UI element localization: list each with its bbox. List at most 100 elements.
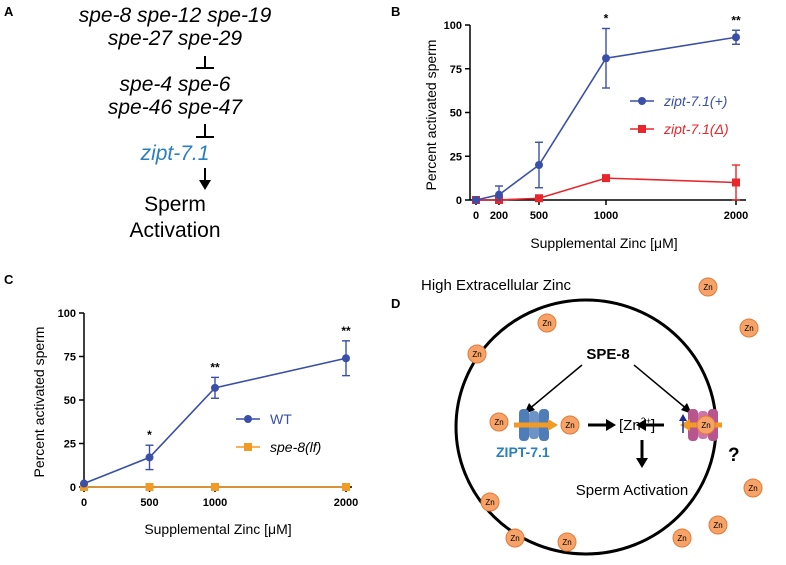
zipt-7.1-transporter-label: ZIPT-7.1 (496, 444, 550, 460)
legend-label: zipt-7.1(+) (663, 93, 727, 109)
inhibition-arrow-2 (196, 124, 214, 138)
zipt-gene-label: zipt-7.1 (140, 142, 210, 165)
y-tick-label: 25 (64, 439, 76, 451)
x-tick-label: 1000 (594, 210, 618, 222)
data-point (732, 33, 740, 42)
y-tick-label: 100 (444, 20, 462, 32)
panel-label-c: C (4, 272, 14, 287)
x-tick-label: 1000 (203, 497, 227, 509)
x-tick-label: 0 (473, 210, 479, 222)
zinc-ion-icon: Zn (489, 412, 509, 432)
svg-text:Zn: Zn (494, 418, 503, 427)
y-axis-label: Percent activated sperm (423, 40, 439, 191)
y-tick-label: 0 (70, 482, 76, 494)
data-point (495, 190, 503, 199)
efflux-arrow (636, 419, 664, 431)
pathway-arrows (196, 56, 214, 190)
middle-genes-line-2: spe-46 spe-47 (107, 96, 243, 119)
zinc-increase-arrow-icon (679, 414, 687, 433)
zipt-7.1-transporter (514, 409, 558, 441)
zinc-ion-icon: Zn (743, 478, 763, 498)
significance-marker: * (604, 12, 609, 26)
data-point (211, 383, 219, 392)
outcome-line-1: Sperm (144, 193, 206, 216)
y-tick-label: 25 (450, 151, 462, 163)
zinc-ion-icon: Zn (557, 532, 577, 552)
x-axis-label: Supplemental Zinc [μM] (530, 235, 677, 251)
svg-text:Zn: Zn (713, 521, 722, 530)
panel-label-a: A (4, 4, 14, 19)
x-tick-label: 2000 (724, 210, 748, 222)
x-axis-label: Supplemental Zinc [μM] (144, 521, 291, 537)
y-tick-label: 50 (450, 108, 462, 120)
intracellular-zinc-label: [Zn2+] (619, 416, 655, 434)
legend-marker (244, 443, 252, 451)
spe8-arrows (524, 364, 692, 414)
svg-text:Zn: Zn (562, 538, 571, 547)
zinc-ion-icon: Zn (672, 528, 692, 548)
data-point (80, 479, 88, 488)
zinc-ion-icon: Zn (708, 515, 728, 535)
zinc-diagram: High Extracellular Zinc SPE-8 ZIPT-7.1 ?… (421, 277, 763, 556)
chart-c: Percent activated sperm Supplemental Zin… (31, 308, 358, 537)
data-point (472, 196, 480, 204)
legend-label: spe-8(lf) (270, 439, 321, 455)
data-point (732, 178, 740, 187)
svg-text:Zn: Zn (748, 484, 757, 493)
upstream-genes-line-1: spe-8 spe-12 spe-19 (78, 4, 272, 27)
data-point (211, 483, 219, 491)
legend-marker (638, 97, 646, 105)
panel-label-d: D (391, 296, 401, 311)
upstream-genes-line-2: spe-27 spe-29 (107, 27, 243, 50)
zinc-ion-icon: Zn (560, 415, 580, 435)
zinc-ion-icon: Zn (505, 528, 525, 548)
svg-text:Zn: Zn (703, 283, 712, 292)
y-tick-label: 75 (64, 352, 76, 364)
significance-marker: * (147, 428, 152, 442)
y-tick-label: 100 (58, 308, 76, 320)
significance-marker: ** (731, 13, 741, 27)
data-point (602, 174, 610, 183)
data-point (535, 161, 543, 169)
series-line (83, 357, 347, 485)
svg-text:Zn: Zn (485, 498, 494, 507)
svg-text:Zn: Zn (510, 534, 519, 543)
sperm-activation-label: Sperm Activation (576, 482, 689, 499)
data-point (602, 54, 610, 63)
y-tick-label: 0 (456, 195, 462, 207)
zinc-ion-icon: Zn (698, 277, 718, 297)
zinc-ion-icon: Zn (696, 415, 716, 435)
data-point (535, 194, 543, 203)
spe8-label: SPE-8 (586, 346, 629, 363)
svg-text:Zn: Zn (701, 421, 710, 430)
svg-text:Zn: Zn (542, 319, 551, 328)
svg-text:Zn: Zn (565, 421, 574, 430)
data-point (342, 483, 350, 491)
influx-arrow (588, 419, 616, 431)
x-tick-label: 0 (81, 497, 87, 509)
outcome-line-2: Activation (129, 219, 221, 242)
chart-b: Percent activated sperm Supplemental Zin… (423, 12, 748, 252)
zinc-ion-icon: Zn (480, 492, 500, 512)
inhibition-arrow-1 (196, 56, 214, 69)
zinc-ion-icon: Zn (537, 313, 557, 333)
panel-label-b: B (391, 4, 401, 19)
significance-marker: ** (210, 360, 220, 374)
diagram-title: High Extracellular Zinc (421, 277, 572, 294)
legend-label: WT (270, 411, 292, 427)
y-tick-label: 75 (450, 64, 462, 76)
data-point (145, 483, 154, 491)
unknown-transporter-question: ? (728, 445, 740, 466)
legend-marker (244, 415, 252, 423)
x-tick-label: 2000 (334, 497, 358, 509)
middle-genes-line-1: spe-4 spe-6 (119, 73, 231, 96)
data-point (145, 453, 154, 462)
svg-text:Zn: Zn (472, 350, 481, 359)
legend-marker (638, 125, 646, 133)
data-point (342, 354, 350, 363)
zinc-ion-icon: Zn (739, 318, 759, 338)
y-tick-label: 50 (64, 395, 76, 407)
x-tick-label: 500 (140, 497, 158, 509)
zinc-ions: Zn Zn Zn Zn Zn Zn Zn Zn Zn Zn Zn Zn Zn (467, 277, 763, 552)
y-axis-label: Percent activated sperm (31, 327, 47, 478)
